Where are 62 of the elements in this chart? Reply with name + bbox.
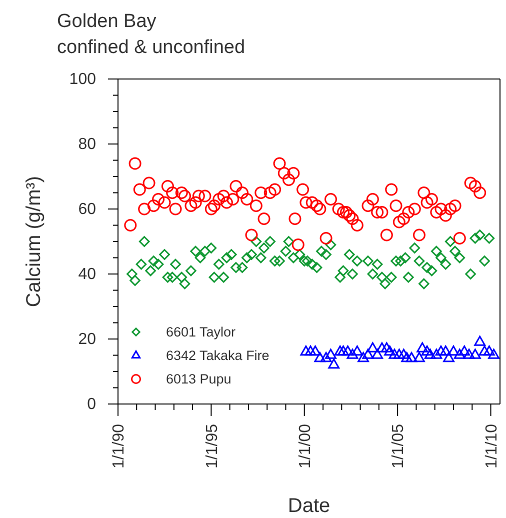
point [314, 352, 326, 362]
point [338, 346, 349, 356]
point [300, 346, 312, 356]
point [414, 352, 425, 362]
x-tick-label: 1/1/90 [110, 424, 128, 468]
x-tick-label: 1/1/95 [204, 424, 221, 468]
point [366, 342, 378, 352]
point [421, 346, 433, 356]
point [463, 348, 475, 359]
point [388, 348, 400, 359]
point [346, 348, 358, 359]
legend-entry: 6601 Taylor [131, 324, 236, 340]
y-tick-label: 0 [87, 396, 96, 414]
point [334, 346, 346, 356]
point [310, 346, 321, 356]
point [469, 348, 481, 359]
chart-subtitle: confined & unconfined [57, 37, 246, 58]
y-tick-label: 60 [78, 201, 96, 218]
x-axis-title: Date [288, 495, 330, 517]
point [430, 348, 442, 359]
point [320, 352, 332, 362]
legend-label: 6601 Taylor [166, 324, 236, 340]
point [416, 342, 428, 352]
point [325, 348, 336, 359]
point [304, 346, 316, 356]
point [362, 348, 374, 359]
x-tick-label: 1/1/05 [390, 424, 408, 468]
y-tick-label: 80 [78, 136, 96, 154]
point [380, 342, 392, 352]
point [458, 346, 470, 356]
point [448, 346, 460, 356]
legend-entry: 6013 Pupu [131, 372, 232, 387]
point [474, 336, 486, 346]
point [478, 346, 490, 356]
y-tick-label: 20 [78, 331, 96, 348]
legend-label: 6342 Takaka Fire [166, 348, 270, 364]
point [454, 348, 466, 359]
x-tick-label: 1/1/10 [483, 424, 500, 468]
point [376, 342, 388, 352]
point [483, 346, 495, 356]
chart-title: Golden Bay [57, 11, 157, 32]
point [435, 346, 447, 356]
x-tick-label: 1/1/00 [296, 424, 314, 468]
y-axis-title: Calcium (g/m³) [23, 176, 45, 308]
y-tick-label: 40 [78, 266, 96, 284]
point [351, 346, 363, 356]
point [401, 352, 413, 362]
legend-entry: 6342 Takaka Fire [130, 348, 270, 364]
point [406, 352, 418, 362]
legend-label: 6013 Pupu [166, 372, 232, 387]
y-tick-label: 100 [69, 71, 96, 88]
point [372, 348, 384, 359]
point [342, 346, 354, 356]
point [328, 358, 340, 369]
point [440, 346, 452, 356]
point [358, 352, 369, 362]
point [398, 348, 410, 359]
point [443, 352, 454, 362]
point [424, 348, 436, 359]
point [384, 346, 396, 356]
point [393, 348, 405, 359]
point [488, 348, 500, 359]
